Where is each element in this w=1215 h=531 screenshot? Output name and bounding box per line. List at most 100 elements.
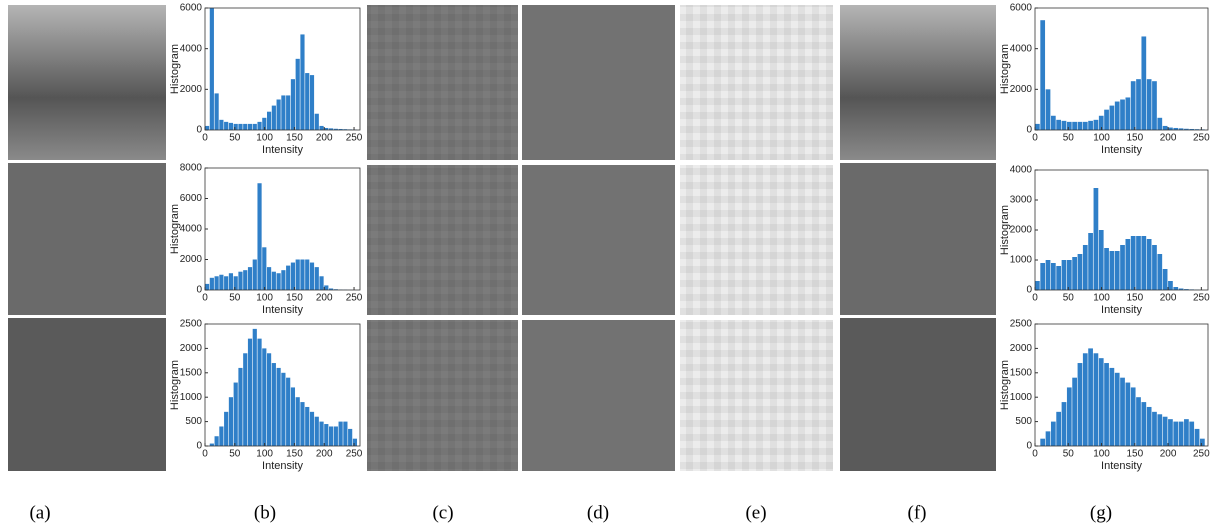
x-tick-label: 0 [202,133,208,144]
x-tick-label: 150 [1126,449,1143,460]
bar [339,422,343,446]
y-axis-label: Histogram [999,44,1011,94]
bar [1110,368,1115,446]
bar [215,93,219,130]
y-axis-label: Histogram [169,44,181,94]
bar [1189,422,1194,446]
y-tick-label: 1500 [180,367,203,378]
bar [300,260,304,291]
bar [1152,81,1157,130]
y-tick-label: 500 [1015,416,1032,427]
bar [315,114,319,130]
bar [291,387,295,446]
bar [1056,120,1061,130]
bar [1051,116,1056,130]
bar [205,126,209,130]
x-tick-label: 250 [346,293,363,304]
y-tick-label: 4000 [1010,43,1033,54]
x-tick-label: 150 [286,449,303,460]
bar [1173,422,1178,446]
bar [343,422,347,446]
bar [1115,251,1120,290]
bar [1147,239,1152,290]
bar [1157,414,1162,446]
bar [224,412,228,446]
bar [248,267,252,290]
bar [1168,281,1173,290]
x-tick-label: 50 [1063,449,1075,460]
bar [1168,419,1173,446]
bar [257,183,261,290]
bar [1152,412,1157,446]
bar [1046,89,1051,130]
bar [1163,269,1168,290]
bar [305,73,309,130]
bar [224,276,228,290]
bar [1136,236,1141,290]
histogram-chart: 05001000150020002500050100150200250Inten… [169,319,363,472]
y-axis-label: Histogram [169,360,181,410]
y-tick-label: 4000 [1010,165,1033,176]
bar [1083,353,1088,446]
bar [1035,281,1040,290]
bar [253,124,257,130]
x-axis-label: Intensity [1101,460,1142,472]
x-tick-label: 200 [1160,449,1177,460]
photo [8,318,166,471]
bar [253,260,257,291]
bar [277,100,281,131]
caption: (a) [29,502,50,523]
bar [305,260,309,291]
x-tick-label: 250 [346,133,363,144]
bar [210,278,214,290]
bar [319,276,323,290]
bar [324,424,328,446]
bar [238,368,242,446]
bar [248,124,252,130]
bar [1163,417,1168,446]
bar [286,378,290,446]
bar [210,8,214,130]
bar [243,124,247,130]
bar [1136,397,1141,446]
bar [1056,266,1061,290]
y-tick-label: 2000 [180,84,203,95]
bar [1072,257,1077,290]
bar [1040,439,1045,446]
bar [296,260,300,291]
bar [296,59,300,130]
x-tick-label: 50 [1063,293,1075,304]
x-axis-label: Intensity [262,304,303,316]
bar [248,339,252,446]
bar [1062,260,1067,290]
bar [319,126,323,130]
bar [238,272,242,290]
y-tick-label: 2000 [1010,84,1033,95]
bar [1157,118,1162,130]
bar [253,329,257,446]
x-tick-label: 100 [256,133,273,144]
bar [1088,233,1093,290]
x-axis-label: Intensity [262,144,303,156]
bar [1131,81,1136,130]
bar [315,267,319,290]
bar [277,368,281,446]
bar [1072,122,1077,130]
y-tick-label: 1000 [180,392,203,403]
bar [300,402,304,446]
photo [8,163,166,315]
bar [1094,188,1099,290]
bar [1104,248,1109,290]
bar [1115,102,1120,130]
bar [348,429,352,446]
bar [1120,100,1125,131]
x-tick-label: 100 [1093,449,1110,460]
bar [1152,245,1157,290]
bar [1046,431,1051,446]
x-tick-label: 100 [256,293,273,304]
bar [319,422,323,446]
bar [243,270,247,290]
bar [257,122,261,130]
bar [1125,383,1130,446]
figure: 0200040006000050100150200250IntensityHis… [0,0,1215,531]
